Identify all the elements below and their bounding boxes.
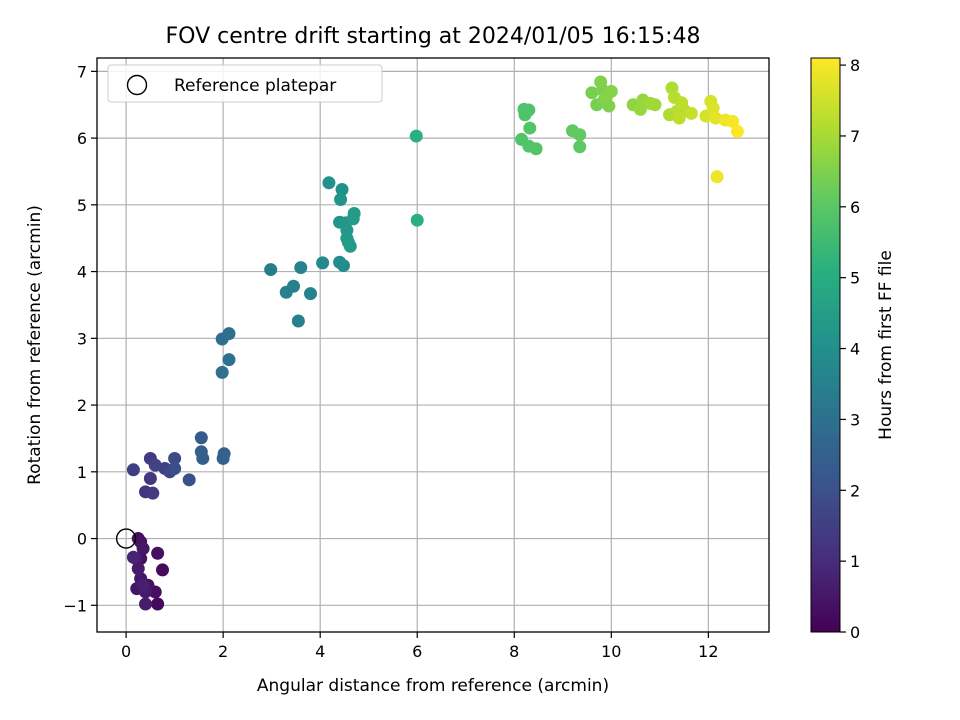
data-point <box>222 327 236 341</box>
colorbar-ticks: 0 1 2 3 4 5 6 7 8 <box>840 56 860 642</box>
data-point <box>222 353 236 367</box>
data-point <box>168 461 182 475</box>
y-tick-label: 1 <box>77 463 87 482</box>
x-tick-label: 0 <box>121 642 131 661</box>
data-point <box>264 263 278 277</box>
data-point <box>706 101 720 115</box>
data-point <box>585 86 599 100</box>
data-point <box>126 550 140 564</box>
y-axis-label: Rotation from reference (arcmin) <box>25 205 45 485</box>
data-point <box>523 121 537 135</box>
data-point <box>294 261 308 275</box>
data-point <box>143 471 157 485</box>
data-point <box>322 176 336 190</box>
data-point <box>343 239 357 253</box>
data-point <box>303 287 317 301</box>
data-point <box>136 578 150 592</box>
data-point <box>287 279 301 293</box>
data-point <box>709 111 723 125</box>
data-point <box>573 140 587 154</box>
x-tick-label: 2 <box>218 642 228 661</box>
reference-point <box>115 528 137 549</box>
data-point <box>215 365 229 379</box>
data-point <box>334 192 348 206</box>
colorbar-tick-label: 1 <box>850 552 860 571</box>
y-tick-label: −1 <box>63 596 87 615</box>
colorbar-tick-label: 7 <box>850 127 860 146</box>
colorbar-tick-label: 6 <box>850 198 860 217</box>
data-point <box>648 98 662 112</box>
data-point <box>730 124 744 138</box>
y-axis-ticks: −1 0 1 2 3 4 5 6 7 <box>63 62 97 615</box>
data-point <box>726 114 740 128</box>
data-point <box>684 106 698 120</box>
grid-lines <box>97 58 769 632</box>
colorbar-tick-label: 2 <box>850 481 860 500</box>
colorbar-tick-label: 8 <box>850 56 860 75</box>
colorbar-tick-label: 4 <box>850 340 860 359</box>
colorbar-tick-label: 3 <box>850 410 860 429</box>
data-point <box>148 458 162 472</box>
y-tick-label: 5 <box>77 196 87 215</box>
colorbar: 0 1 2 3 4 5 6 7 8 Hours from first FF file <box>810 56 896 642</box>
y-tick-label: 2 <box>77 396 87 415</box>
legend-label: Reference platepar <box>174 76 336 96</box>
data-point <box>131 562 145 576</box>
colorbar-tick-label: 5 <box>850 269 860 288</box>
data-point <box>594 75 608 89</box>
y-tick-label: 4 <box>77 263 87 282</box>
y-tick-label: 3 <box>77 329 87 348</box>
data-point <box>196 451 210 465</box>
data-point <box>217 447 231 461</box>
colorbar-tick-label: 0 <box>850 623 860 642</box>
data-point <box>347 207 361 221</box>
x-tick-label: 10 <box>601 642 621 661</box>
data-point <box>573 128 587 142</box>
data-point <box>182 473 196 487</box>
chart-title: FOV centre drift starting at 2024/01/05 … <box>166 24 701 49</box>
data-point <box>336 259 350 273</box>
x-tick-label: 12 <box>698 642 718 661</box>
data-point <box>139 597 153 611</box>
y-tick-label: 7 <box>77 62 87 81</box>
y-tick-label: 6 <box>77 129 87 148</box>
colorbar-label: Hours from first FF file <box>876 250 896 440</box>
plot-frame <box>96 57 770 633</box>
data-point <box>316 256 330 270</box>
data-point <box>151 546 165 560</box>
data-point <box>291 314 305 328</box>
data-point <box>410 213 424 227</box>
data-point <box>151 597 165 611</box>
x-tick-label: 6 <box>412 642 422 661</box>
legend-box <box>107 64 383 103</box>
data-point <box>409 129 423 143</box>
data-point <box>335 182 349 196</box>
data-point <box>126 463 140 477</box>
x-axis-label: Angular distance from reference (arcmin) <box>257 676 609 696</box>
data-point <box>522 103 536 117</box>
data-point <box>604 84 618 98</box>
legend: Reference platepar <box>107 64 383 103</box>
data-point <box>675 96 689 110</box>
data-point <box>168 451 182 465</box>
data-point <box>194 431 208 445</box>
colorbar-gradient <box>810 57 841 633</box>
y-tick-label: 0 <box>77 530 87 549</box>
data-point <box>146 486 160 500</box>
x-axis-ticks: 0 2 4 6 8 10 12 <box>121 632 719 661</box>
legend-marker <box>126 74 148 96</box>
data-point <box>710 170 724 184</box>
x-tick-label: 4 <box>315 642 325 661</box>
data-point <box>136 542 150 556</box>
reference-marker <box>115 528 137 549</box>
data-point <box>529 142 543 156</box>
data-points <box>126 75 744 611</box>
data-point <box>156 563 170 577</box>
x-tick-label: 8 <box>509 642 519 661</box>
data-point <box>672 111 686 125</box>
